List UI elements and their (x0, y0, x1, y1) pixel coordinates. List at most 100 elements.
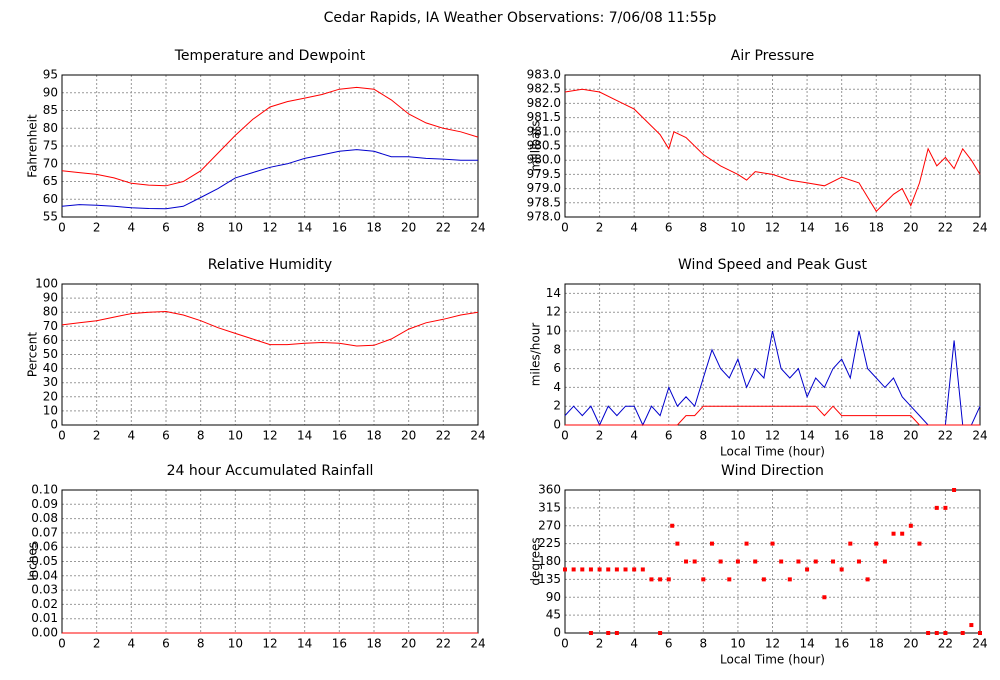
x-tick-label: 10 (730, 429, 745, 443)
data-point (969, 623, 974, 628)
data-point (701, 577, 706, 582)
y-tick-label: 80 (43, 305, 58, 319)
data-point (822, 595, 827, 600)
y-tick-label: 983.0 (527, 68, 561, 82)
y-tick-label: 0 (50, 418, 58, 432)
x-tick-label: 18 (869, 221, 884, 235)
x-tick-label: 22 (938, 637, 953, 651)
y-tick-label: 8 (553, 342, 561, 356)
x-tick-label: 20 (401, 221, 416, 235)
data-line (564, 330, 981, 427)
x-tick-label: 8 (700, 637, 708, 651)
y-axis-label: degrees (529, 537, 543, 585)
y-tick-label: 6 (553, 361, 561, 375)
x-tick-label: 6 (665, 637, 673, 651)
x-tick-label: 16 (834, 637, 849, 651)
y-tick-label: 20 (43, 389, 58, 403)
data-point (779, 559, 784, 564)
y-tick-label: 55 (43, 210, 58, 224)
y-tick-label: 270 (538, 518, 561, 532)
data-point (865, 577, 870, 582)
x-tick-label: 18 (366, 221, 381, 235)
data-point (943, 505, 948, 510)
data-point (658, 577, 663, 582)
x-tick-label: 0 (561, 429, 569, 443)
x-tick-label: 14 (297, 221, 312, 235)
y-tick-label: 100 (35, 277, 58, 291)
data-line (61, 149, 478, 210)
chart-title: Air Pressure (731, 48, 814, 64)
page-title: Cedar Rapids, IA Weather Observations: 7… (324, 10, 717, 26)
x-tick-label: 8 (700, 221, 708, 235)
data-point (934, 631, 939, 635)
x-axis-label: Local Time (hour) (720, 653, 825, 667)
data-point (666, 577, 671, 582)
y-tick-label: 65 (43, 174, 58, 188)
x-tick-label: 0 (58, 221, 66, 235)
data-point (632, 567, 637, 572)
x-tick-label: 2 (596, 637, 604, 651)
y-tick-label: 135 (538, 572, 561, 586)
x-tick-label: 6 (162, 221, 170, 235)
x-tick-label: 2 (596, 221, 604, 235)
x-tick-label: 14 (799, 637, 814, 651)
y-tick-label: 60 (43, 192, 58, 206)
y-tick-label: 0.08 (31, 511, 58, 525)
data-point (900, 531, 905, 536)
x-tick-label: 4 (128, 221, 136, 235)
x-tick-label: 2 (93, 429, 101, 443)
y-axis-label: Percent (26, 332, 40, 377)
x-tick-label: 0 (561, 221, 569, 235)
chart-title: Temperature and Dewpoint (174, 48, 366, 64)
x-tick-label: 12 (765, 637, 780, 651)
x-tick-label: 24 (470, 429, 485, 443)
y-axis-label: Inches (26, 542, 40, 581)
data-point (926, 631, 931, 635)
x-tick-label: 12 (765, 429, 780, 443)
x-tick-label: 6 (665, 221, 673, 235)
data-point (848, 541, 853, 546)
y-tick-label: 0.10 (31, 483, 58, 497)
x-tick-label: 8 (197, 429, 205, 443)
y-axis-label: miles/hour (529, 323, 543, 387)
chart-title: Wind Speed and Peak Gust (678, 257, 867, 273)
y-tick-label: 978.0 (527, 210, 561, 224)
x-tick-label: 8 (197, 221, 205, 235)
x-tick-label: 14 (297, 429, 312, 443)
y-tick-label: 12 (546, 305, 561, 319)
x-tick-label: 20 (401, 429, 416, 443)
y-tick-label: 0.00 (31, 626, 58, 640)
y-tick-label: 90 (43, 85, 58, 99)
x-tick-label: 20 (401, 637, 416, 651)
data-point (727, 577, 732, 582)
data-point (831, 559, 836, 564)
y-tick-label: 2 (553, 399, 561, 413)
x-tick-label: 24 (972, 221, 987, 235)
data-point (588, 567, 593, 572)
y-tick-label: 0.03 (31, 583, 58, 597)
y-tick-label: 0.04 (31, 568, 58, 582)
y-tick-label: 95 (43, 68, 58, 82)
y-tick-label: 225 (538, 536, 561, 550)
data-point (670, 523, 675, 528)
x-tick-label: 0 (561, 637, 569, 651)
y-axis-label: Fahrenheit (26, 114, 40, 178)
data-point (744, 541, 749, 546)
x-tick-label: 22 (938, 221, 953, 235)
data-point (692, 559, 697, 564)
data-point (908, 523, 913, 528)
data-line (565, 405, 980, 426)
data-point (588, 631, 593, 635)
x-tick-label: 22 (436, 637, 451, 651)
x-tick-label: 16 (332, 221, 347, 235)
y-axis-label: millibars (529, 120, 543, 171)
x-tick-label: 16 (332, 637, 347, 651)
data-point (796, 559, 801, 564)
y-tick-label: 40 (43, 361, 58, 375)
y-tick-label: 30 (43, 375, 58, 389)
x-tick-label: 24 (972, 429, 987, 443)
x-tick-label: 12 (262, 221, 277, 235)
data-point (735, 559, 740, 564)
data-point (571, 567, 576, 572)
y-tick-label: 360 (538, 483, 561, 497)
